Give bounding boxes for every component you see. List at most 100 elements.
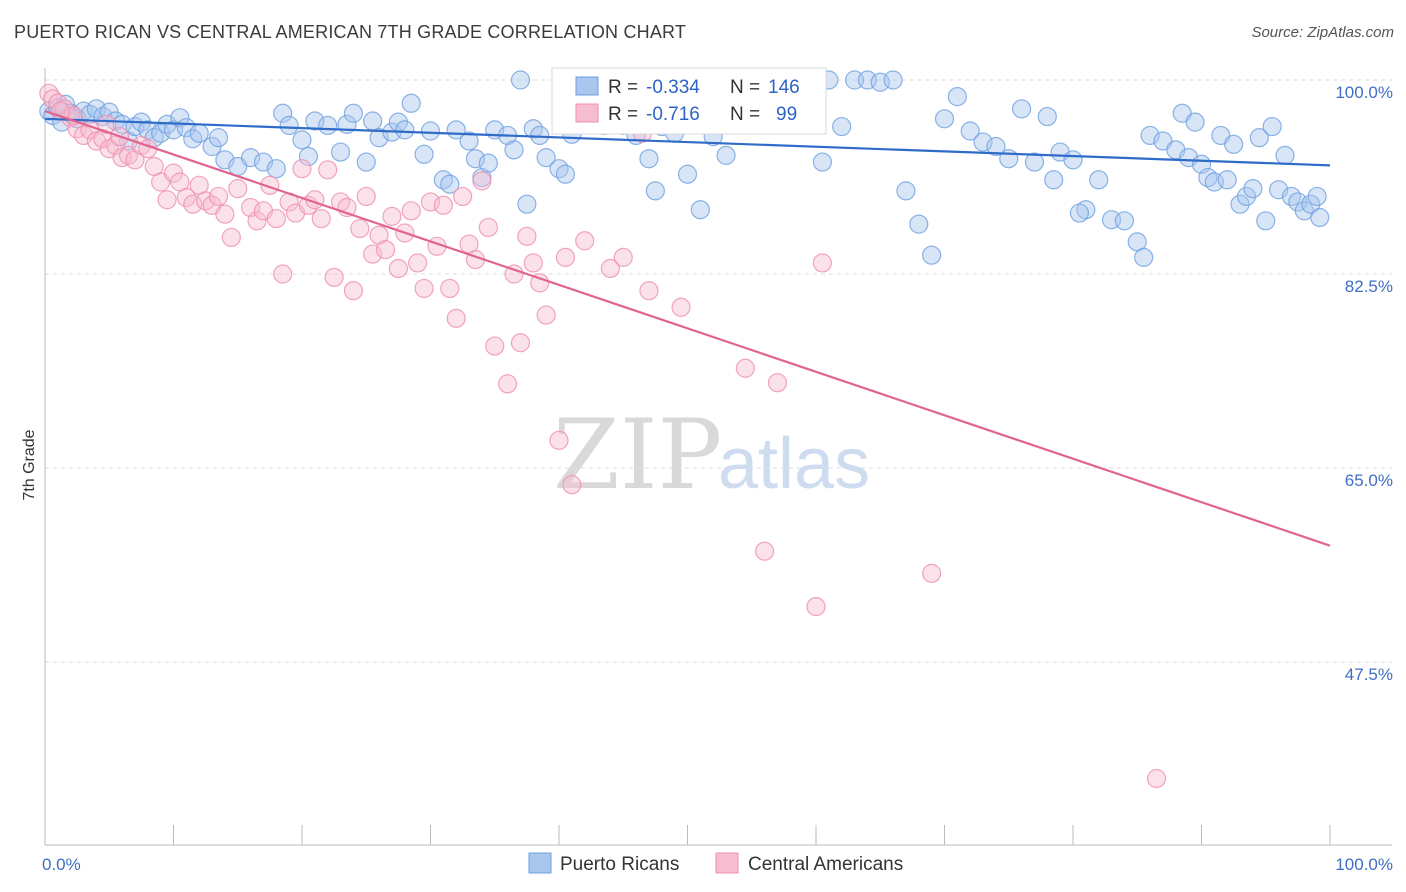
data-point: [671, 297, 691, 317]
data-point: [1236, 186, 1257, 207]
data-point: [832, 116, 852, 137]
data-point: [324, 267, 344, 287]
data-point: [292, 159, 312, 179]
data-point: [1256, 211, 1276, 231]
data-point: [600, 258, 621, 279]
data-point: [208, 128, 229, 148]
data-point: [555, 247, 576, 267]
data-point: [536, 305, 556, 325]
data-point: [273, 264, 293, 284]
data-point: [562, 475, 582, 495]
data-point: [498, 374, 518, 394]
data-point: [986, 136, 1006, 157]
data-point: [645, 181, 665, 201]
data-point: [716, 145, 736, 165]
data-point: [292, 130, 312, 150]
top-legend: R = -0.334 N = 146 R = -0.716 N = 99: [551, 67, 827, 135]
bottom-legend-swatch-pink: [715, 852, 739, 874]
data-point: [440, 278, 460, 299]
data-point: [517, 226, 537, 246]
data-point: [305, 111, 325, 131]
data-point: [260, 175, 280, 195]
data-point: [157, 190, 177, 210]
data-point: [735, 358, 755, 378]
data-point: [453, 186, 473, 207]
data-point: [318, 160, 338, 180]
data-point: [896, 181, 916, 201]
data-point: [363, 244, 383, 264]
watermark-atlas: atlas: [718, 424, 870, 504]
bottom-legend-label-2: Central Americans: [748, 854, 903, 875]
legend-n-value-2: 99: [776, 104, 797, 125]
data-point: [485, 336, 505, 356]
data-point: [478, 217, 498, 238]
data-point: [1224, 134, 1244, 154]
data-point: [1063, 150, 1083, 170]
legend-r-value-1: -0.334: [646, 77, 700, 98]
data-point: [1011, 99, 1032, 119]
data-point: [1134, 247, 1154, 267]
x-tick-label-max: 100.0%: [1335, 855, 1393, 874]
data-point: [909, 214, 929, 234]
legend-swatch-pink: [575, 103, 599, 123]
data-point: [459, 131, 479, 151]
data-point: [960, 121, 980, 141]
data-point: [420, 121, 441, 141]
data-point: [401, 201, 421, 221]
data-point: [414, 278, 434, 299]
data-point: [1114, 211, 1135, 231]
data-point: [806, 597, 826, 617]
data-point: [1230, 194, 1250, 214]
data-point: [575, 231, 595, 251]
data-point: [1301, 194, 1321, 214]
data-point: [408, 253, 428, 273]
data-point: [947, 87, 967, 107]
y-tick-label: 47.5%: [1345, 665, 1393, 684]
data-point: [1249, 128, 1269, 148]
data-point: [401, 93, 421, 113]
legend-n-value-1: 146: [768, 77, 800, 98]
data-point: [1307, 186, 1327, 207]
data-point: [247, 211, 267, 231]
data-point: [118, 131, 139, 151]
data-point: [1089, 170, 1109, 190]
data-point: [1262, 116, 1282, 137]
data-point: [446, 308, 466, 328]
data-point: [1275, 145, 1295, 165]
data-point: [279, 115, 299, 136]
source-label: Source: ZipAtlas.com: [1251, 24, 1394, 41]
data-point: [414, 144, 434, 164]
data-point: [375, 240, 396, 260]
data-point: [530, 273, 550, 293]
data-point: [382, 206, 402, 226]
data-point: [311, 208, 331, 229]
data-point: [639, 149, 659, 169]
y-tick-label: 100.0%: [1335, 83, 1393, 102]
data-point: [1185, 112, 1205, 132]
data-point: [440, 174, 460, 194]
bottom-legend: Puerto Ricans Central Americans: [528, 852, 903, 875]
data-point: [228, 179, 248, 199]
data-point: [298, 146, 319, 167]
data-point: [812, 253, 833, 273]
data-point: [1243, 179, 1263, 199]
data-point: [273, 103, 293, 123]
data-point: [388, 258, 408, 279]
trend-layer: [44, 110, 1331, 547]
data-point: [767, 373, 788, 393]
data-point: [812, 152, 833, 172]
axes-layer: 100.0% 82.5% 65.0% 47.5% 0.0% 100.0%: [42, 68, 1393, 874]
data-point: [221, 227, 241, 248]
data-point: [350, 218, 370, 239]
data-point: [1044, 170, 1064, 190]
data-point: [536, 148, 556, 168]
data-point: [1037, 106, 1057, 127]
data-point: [973, 132, 993, 152]
data-point: [883, 70, 903, 90]
data-point: [504, 140, 524, 160]
data-point: [472, 171, 492, 191]
bottom-legend-swatch-blue: [528, 852, 552, 874]
data-point: [433, 195, 453, 215]
data-point: [1146, 768, 1167, 789]
x-tick-label-min: 0.0%: [42, 855, 81, 874]
